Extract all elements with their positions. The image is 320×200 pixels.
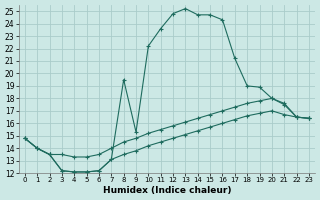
X-axis label: Humidex (Indice chaleur): Humidex (Indice chaleur)	[103, 186, 231, 195]
